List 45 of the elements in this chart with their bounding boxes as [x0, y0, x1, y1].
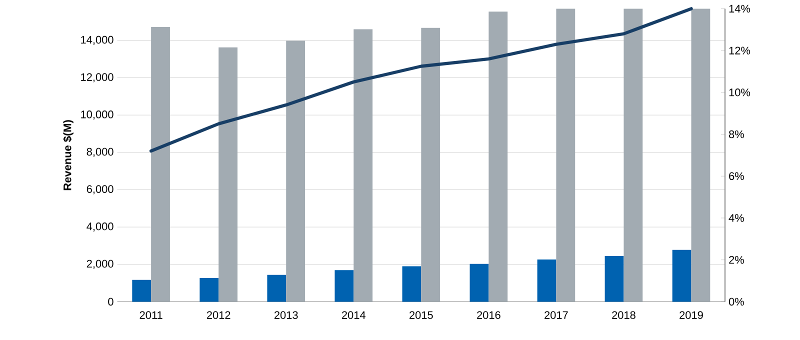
bar [421, 28, 440, 302]
bar [218, 47, 238, 302]
y2-tick-label: 0% [728, 298, 744, 306]
y2-tick-label: 8% [728, 130, 744, 138]
bar [151, 26, 170, 302]
x-tick-label: 2014 [342, 311, 366, 319]
y-tick-label: 14,000 [81, 36, 114, 45]
bar [537, 260, 556, 302]
bar [488, 12, 508, 302]
y-tick-label: 2,000 [86, 260, 114, 269]
y-tick-label: 8,000 [86, 148, 114, 157]
y-tick-label: 12,000 [81, 73, 114, 82]
y-tick-label: 10,000 [81, 110, 114, 120]
y2-tick-label: 6% [729, 172, 744, 180]
line-series [149, 7, 693, 153]
bar [286, 40, 306, 302]
x-tick-label: 2019 [680, 311, 703, 319]
y2-tick-label: 14% [729, 4, 750, 13]
x-tick-label: 2011 [140, 311, 162, 319]
y2-tick-label: 12% [729, 46, 750, 54]
bar [672, 250, 692, 302]
bar [200, 278, 219, 302]
x-tick-label: 2018 [612, 311, 636, 319]
y-tick-label: 6,000 [86, 185, 114, 194]
y2-tick-label: 2% [729, 256, 744, 264]
x-tick-label: 2013 [274, 311, 298, 319]
x-tick-label: 2016 [477, 311, 500, 319]
y-tick-label: 4,000 [86, 222, 114, 232]
bar [604, 256, 624, 302]
x-tick-label: 2012 [206, 311, 230, 319]
bar [334, 270, 354, 302]
bar [354, 29, 373, 302]
bar [132, 280, 152, 302]
y-tick-label: 0 [108, 298, 114, 306]
x-tick-label: 2017 [544, 311, 568, 319]
x-tick-label: 2015 [410, 311, 433, 319]
bar [624, 8, 643, 302]
y2-tick-label: 10% [729, 88, 750, 96]
y2-tick-label: 4% [728, 214, 744, 222]
bar [556, 8, 576, 302]
bar [470, 264, 489, 302]
bar [267, 274, 286, 302]
bar [691, 8, 710, 302]
bar [402, 266, 422, 302]
y-axis-title: Revenue $(M) [63, 120, 74, 190]
